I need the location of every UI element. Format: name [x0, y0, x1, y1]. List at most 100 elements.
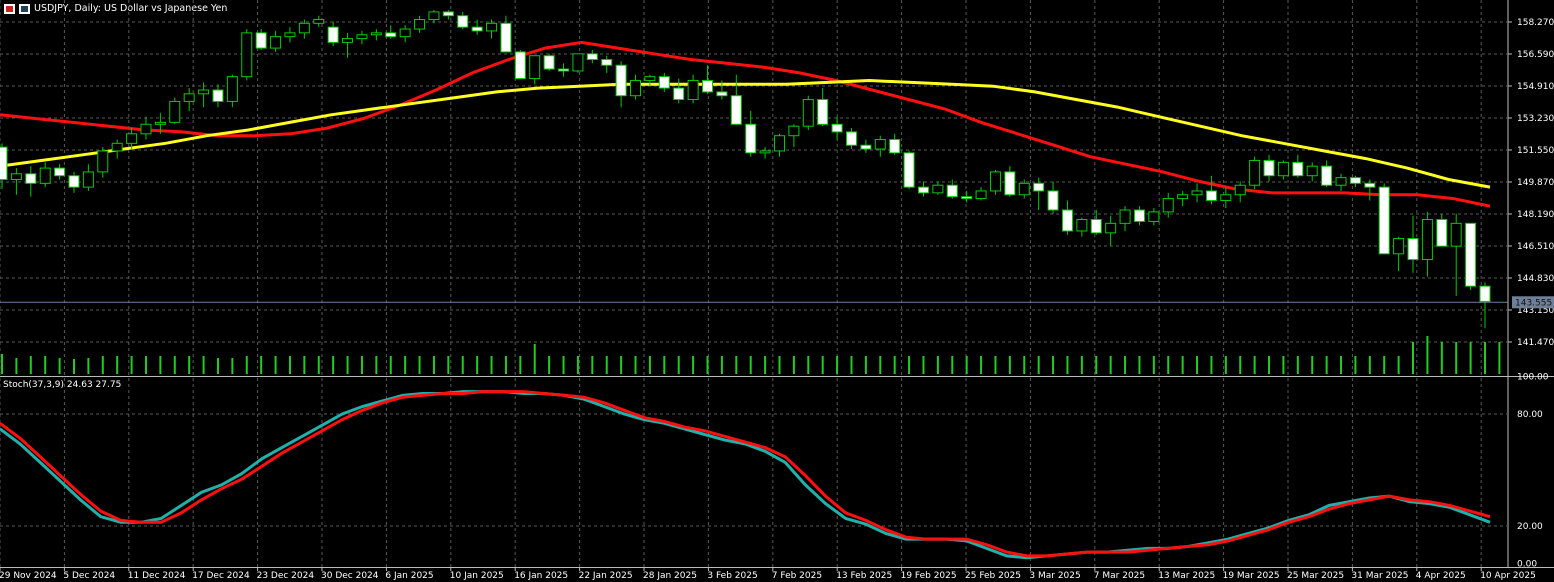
- date-tick-label: 16 Jan 2025: [514, 571, 568, 581]
- candle-bull: [788, 125, 800, 137]
- date-tick-label: 19 Mar 2025: [1223, 571, 1280, 581]
- date-tick-label: 13 Feb 2025: [836, 571, 892, 581]
- price-tick-label: 153.230: [1517, 114, 1554, 124]
- stoch-tick-label: 0.00: [1517, 559, 1537, 569]
- candle-bear: [860, 144, 872, 150]
- stoch-indicator-label: Stoch(37,3,9) 24.63 27.75: [3, 380, 122, 390]
- candle-bear: [845, 131, 857, 146]
- price-tick-label: 156.590: [1517, 50, 1554, 60]
- candle-bear: [1047, 190, 1059, 211]
- price-tick-label: 158.270: [1517, 18, 1554, 28]
- candle-bear: [1205, 190, 1217, 201]
- candle-bull: [428, 11, 440, 21]
- chart-type-icon[interactable]: [19, 3, 30, 14]
- current-price-label: 143.555: [1515, 298, 1552, 308]
- stoch-tick-label: 100.00: [1517, 373, 1549, 383]
- candle-bear: [212, 89, 224, 102]
- date-tick-label: 19 Feb 2025: [901, 571, 957, 581]
- window-menu-icon[interactable]: [4, 3, 15, 14]
- candle-bear: [1349, 177, 1361, 184]
- candle-bear: [730, 95, 742, 125]
- candle-bull: [802, 99, 814, 127]
- candle-bear: [327, 26, 339, 43]
- candle-bear: [702, 79, 714, 93]
- date-tick-label: 28 Jan 2025: [643, 571, 697, 581]
- candle-bear: [442, 11, 454, 17]
- date-tick-label: 11 Dec 2024: [128, 571, 186, 581]
- date-tick-label: 31 Mar 2025: [1351, 571, 1408, 581]
- candle-bull: [1393, 238, 1405, 255]
- candle-bull: [759, 150, 771, 154]
- stoch-tick-label: 80.00: [1517, 410, 1543, 420]
- stoch-signal-line: [0, 390, 1491, 558]
- candle-bull: [183, 93, 195, 102]
- price-tick-label: 151.550: [1517, 146, 1554, 156]
- price-tick-label: 143.150: [1517, 306, 1554, 316]
- candle-bear: [1465, 222, 1477, 287]
- candle-bear: [917, 186, 929, 194]
- candle-bear: [54, 167, 66, 177]
- candle-bull: [932, 184, 944, 194]
- date-tick-label: 7 Mar 2025: [1094, 571, 1145, 581]
- candle-bull: [630, 79, 642, 97]
- price-tick-label: 146.510: [1517, 242, 1554, 252]
- candle-bull: [1148, 211, 1160, 222]
- price-tick-label: 154.910: [1517, 82, 1554, 92]
- candle-bull: [284, 32, 296, 38]
- candle-bull: [226, 76, 238, 102]
- candle-bear: [1263, 159, 1275, 177]
- date-tick-label: 10 Apr 2025: [1480, 571, 1536, 581]
- candle-bull: [1220, 194, 1232, 201]
- date-tick-label: 10 Jan 2025: [450, 571, 504, 581]
- price-tick-label: 144.830: [1517, 274, 1554, 284]
- candle-bull: [1421, 219, 1433, 261]
- candle-bull: [298, 22, 310, 34]
- candle-bear: [716, 91, 728, 97]
- candle-bull: [1105, 222, 1117, 234]
- stoch-tick-label: 20.00: [1517, 522, 1543, 532]
- candle-bear: [514, 51, 526, 80]
- date-tick-label: 22 Jan 2025: [579, 571, 633, 581]
- candle-bear: [903, 152, 915, 188]
- candle-bull: [1306, 165, 1318, 177]
- candle-bear: [1364, 182, 1376, 188]
- date-tick-label: 13 Mar 2025: [1158, 571, 1215, 581]
- candle-bear: [817, 99, 829, 125]
- price-tick-label: 141.470: [1517, 338, 1554, 348]
- candle-bull: [414, 19, 426, 30]
- candle-bear: [0, 146, 8, 181]
- candle-bull: [39, 167, 51, 184]
- candle-bull: [1018, 182, 1030, 196]
- moving-average-slow-line: [0, 78, 1491, 189]
- date-tick-label: 7 Feb 2025: [772, 571, 822, 581]
- candle-bull: [572, 53, 584, 72]
- date-tick-label: 30 Dec 2024: [321, 571, 379, 581]
- candle-bull: [169, 100, 181, 123]
- candle-bull: [1119, 209, 1131, 224]
- candle-bear: [658, 76, 670, 89]
- candle-bull: [82, 171, 94, 188]
- candle-bear: [1061, 209, 1073, 232]
- chart-title: USDJPY, Daily: US Dollar vs Japanese Yen: [34, 3, 228, 14]
- candle-bear: [1292, 161, 1304, 177]
- candle-bear: [889, 139, 901, 154]
- candle-bear: [946, 184, 958, 198]
- candle-bull: [342, 38, 354, 43]
- candle-bull: [1177, 194, 1189, 200]
- candle-bull: [486, 22, 498, 32]
- stoch-main-line: [0, 390, 1491, 560]
- date-tick-label: 4 Apr 2025: [1416, 571, 1466, 581]
- date-tick-label: 3 Mar 2025: [1029, 571, 1080, 581]
- candle-bear: [471, 26, 483, 32]
- date-tick-label: 6 Jan 2025: [385, 571, 433, 581]
- price-tick-label: 148.190: [1517, 210, 1554, 220]
- chart-header: USDJPY, Daily: US Dollar vs Japanese Yen: [4, 3, 227, 14]
- candle-bear: [1407, 238, 1419, 261]
- candle-bear: [1033, 182, 1045, 192]
- candle-bear: [831, 123, 843, 133]
- candle-bull: [1335, 177, 1347, 186]
- date-tick-label: 5 Dec 2024: [63, 571, 115, 581]
- candle-bull: [140, 123, 152, 135]
- date-tick-label: 23 Dec 2024: [257, 571, 315, 581]
